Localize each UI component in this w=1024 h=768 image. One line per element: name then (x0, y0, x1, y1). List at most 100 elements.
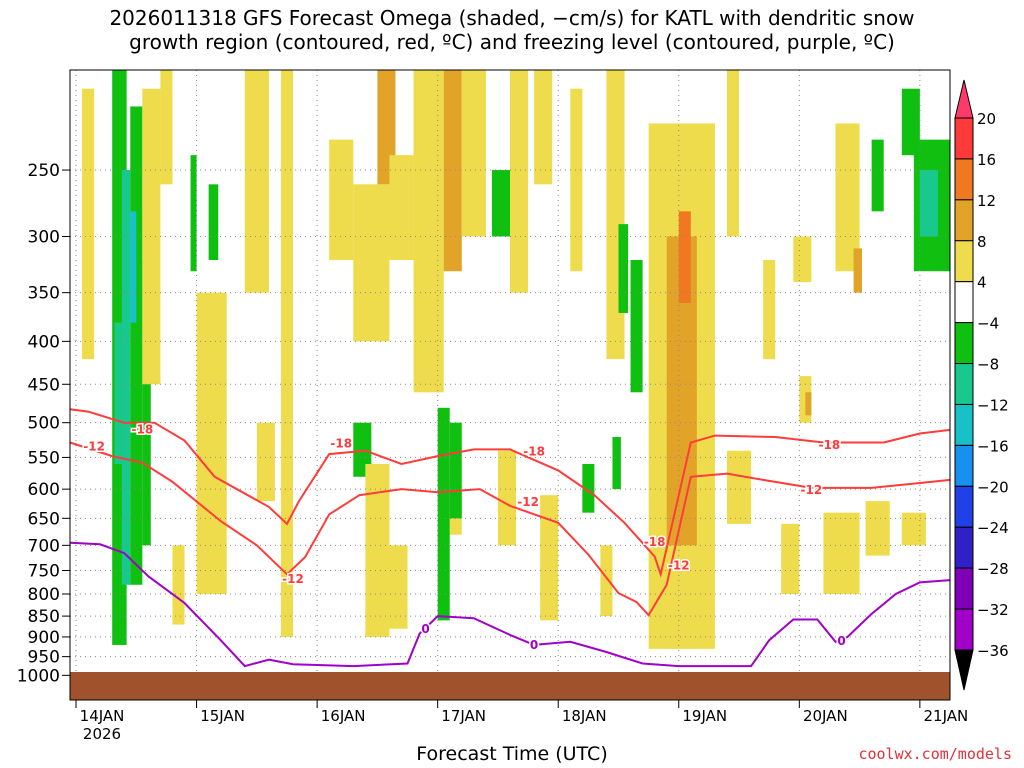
contour-label-0: -18 (131, 422, 153, 436)
shade-region-23 (534, 70, 553, 185)
ground-surface (70, 672, 950, 700)
chart-title: 2026011318 GFS Forecast Omega (shaded, −… (0, 6, 1024, 54)
colorbar-band-1 (954, 158, 974, 201)
colorbar-label-4: 4 (977, 274, 987, 292)
shade-region-17 (389, 155, 414, 261)
x-tick-label-6: 20JAN (803, 707, 848, 725)
contour-line--18 (69, 408, 951, 578)
contour-label-8: -12 (668, 559, 690, 573)
shade-region-8 (82, 88, 95, 360)
shade-region-55 (901, 512, 926, 546)
shade-region-30 (726, 70, 740, 237)
colorbar-band-12 (954, 608, 974, 651)
shade-region-29 (678, 211, 691, 303)
shade-region-46 (437, 407, 450, 621)
shade-region-41 (256, 422, 275, 502)
shade-region-25 (606, 70, 625, 360)
shade-region-5 (142, 260, 151, 546)
shade-region-11 (196, 292, 227, 595)
shade-region-40 (172, 545, 185, 625)
colorbar-top-arrow (954, 79, 974, 119)
contour-line-0 (69, 541, 951, 668)
plot-frame (69, 69, 951, 701)
colorbar-label-12: −32 (977, 601, 1009, 619)
colorbar-band-10 (954, 526, 974, 569)
shade-region-51 (600, 545, 613, 617)
colorbar-band-9 (954, 485, 974, 528)
contour-label-11: 0 (530, 638, 538, 652)
colorbar-label-6: −8 (977, 356, 999, 374)
shade-region-10 (160, 70, 173, 185)
colorbar-label-0: 20 (977, 110, 996, 128)
shade-region-4 (130, 211, 137, 323)
colorbar-band-3 (954, 240, 974, 283)
shade-region-48 (497, 450, 517, 546)
contour-label-3: -18 (644, 535, 666, 549)
contour-label-5: -12 (83, 439, 105, 453)
gridlines (70, 70, 950, 700)
shade-region-58 (612, 436, 621, 490)
shade-region-42 (353, 422, 372, 477)
y-axis: 2503003504004505005506006507007508008509… (17, 161, 70, 686)
shade-region-35 (823, 512, 860, 595)
colorbar-band-4 (954, 281, 974, 324)
y-tick-label-450: 450 (28, 375, 60, 395)
contour-label-6: -12 (282, 572, 304, 586)
x-tick-label-1: 15JAN (200, 707, 245, 725)
contour-label-9: -12 (801, 483, 823, 497)
shade-region-37 (901, 88, 920, 156)
colorbar-label-9: −20 (977, 478, 1009, 496)
shade-region-59 (630, 260, 643, 393)
colorbar-bottom-arrow (954, 649, 974, 691)
omega-shading (82, 70, 950, 649)
colorbar-label-2: 12 (977, 192, 996, 210)
shade-region-6 (190, 155, 197, 272)
y-tick-label-350: 350 (28, 284, 60, 304)
y-tick-label-900: 900 (28, 628, 60, 648)
contour-label-4: -18 (819, 438, 841, 452)
x-axis-label: Forecast Time (UTC) (416, 743, 608, 765)
colorbar-label-5: −4 (977, 315, 999, 333)
y-tick-label-600: 600 (28, 480, 60, 500)
colorbar-band-6 (954, 363, 974, 405)
colorbar-label-11: −28 (977, 560, 1009, 578)
x-tick-sublabel-0: 2026 (83, 725, 121, 743)
title-line-1: 2026011318 GFS Forecast Omega (shaded, −… (109, 6, 915, 30)
contour-lines (69, 408, 951, 668)
shade-region-9 (142, 88, 161, 385)
shade-region-36 (871, 139, 884, 212)
shade-region-22 (510, 70, 529, 293)
colorbar-label-8: −16 (977, 437, 1009, 455)
x-tick-label-3: 17JAN (441, 707, 486, 725)
credit-link[interactable]: coolwx.com/models (858, 745, 1012, 763)
title-line-2: growth region (contoured, red, ºC) and f… (129, 30, 895, 54)
contour-label-2: -18 (523, 445, 545, 459)
y-tick-label-800: 800 (28, 585, 60, 605)
colorbar-band-0 (954, 117, 974, 160)
shade-region-32 (793, 236, 812, 283)
x-tick-label-4: 18JAN (562, 707, 607, 725)
shade-region-53 (781, 523, 800, 595)
x-tick-label-7: 21JAN (923, 707, 968, 725)
y-tick-label-500: 500 (28, 414, 60, 434)
y-tick-label-250: 250 (28, 161, 60, 181)
shade-region-34 (853, 248, 862, 293)
shade-region-13 (280, 70, 294, 637)
shade-region-7 (208, 184, 219, 261)
colorbar-band-5 (954, 322, 974, 365)
shade-region-21 (491, 170, 510, 237)
shade-region-50 (582, 463, 595, 513)
shade-region-14 (329, 139, 354, 261)
shade-region-1 (121, 170, 131, 585)
shade-region-54 (865, 501, 890, 556)
contour-label-1: -18 (330, 437, 352, 451)
x-tick-label-0: 14JAN (80, 707, 125, 725)
shade-region-45 (389, 545, 408, 629)
shade-region-39 (919, 170, 938, 237)
shade-region-47 (449, 422, 462, 519)
shade-region-24 (570, 88, 583, 272)
colorbar-band-8 (954, 444, 974, 487)
shade-region-12 (244, 70, 269, 293)
contour-label-10: 0 (421, 622, 429, 636)
